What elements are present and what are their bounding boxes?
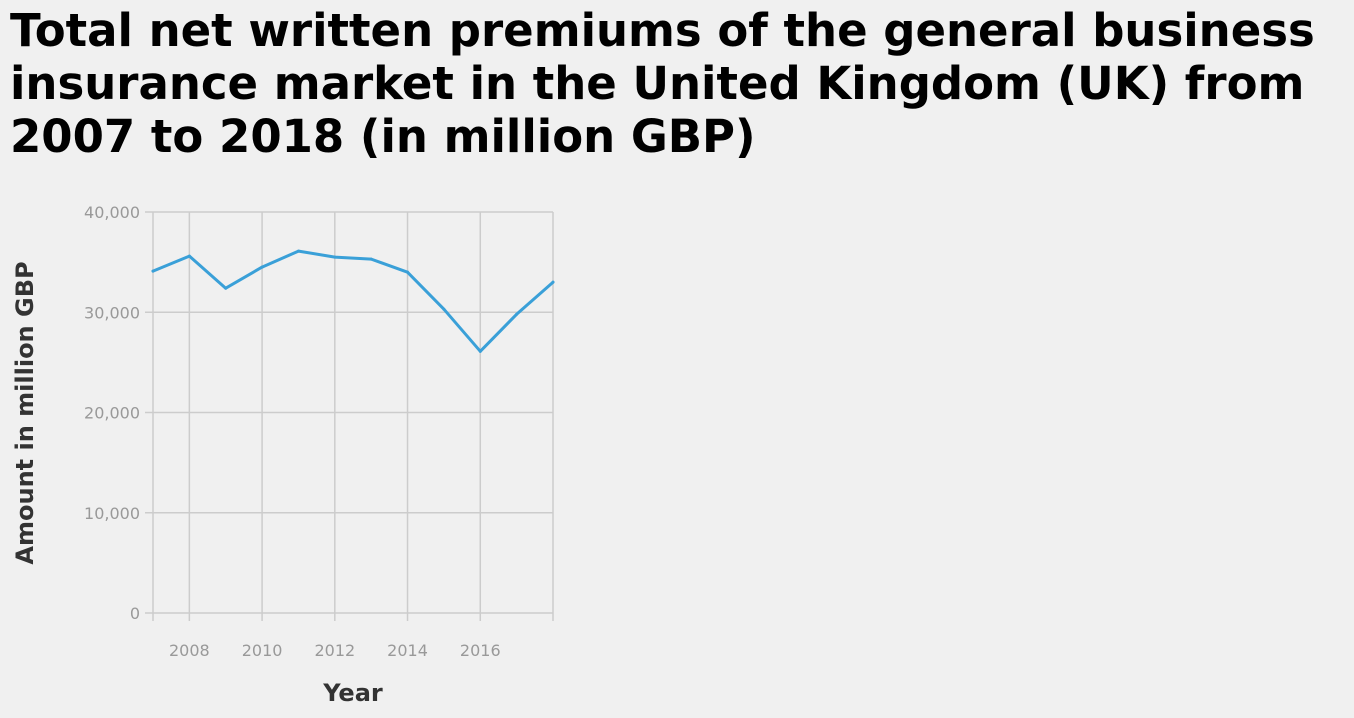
grid-lines [145, 211, 554, 621]
x-axis-title: Year [322, 679, 383, 707]
x-tick-label: 2016 [460, 641, 501, 660]
series-lines [151, 249, 555, 353]
series-line [151, 249, 555, 353]
x-tick-label: 2014 [387, 641, 428, 660]
y-tick-label: 20,000 [84, 404, 140, 423]
data-point [260, 265, 264, 269]
data-point [187, 254, 191, 258]
data-point [151, 269, 155, 273]
data-point [478, 349, 482, 353]
data-point [515, 312, 519, 316]
x-tick-label: 2012 [314, 641, 355, 660]
chart-title: Total net written premiums of the genera… [10, 4, 1315, 163]
data-point [296, 249, 300, 253]
y-tick-label: 10,000 [84, 504, 140, 523]
data-point [369, 257, 373, 261]
y-tick-label: 0 [130, 604, 140, 623]
data-point [224, 286, 228, 290]
x-tick-label: 2010 [242, 641, 283, 660]
y-axis-title: Amount in million GBP [11, 261, 39, 564]
data-point [333, 255, 337, 259]
data-point [406, 270, 410, 274]
data-point [442, 307, 446, 311]
y-tick-label: 40,000 [84, 203, 140, 222]
tick-labels: 0 10,000 20,000 30,000 40,000 2008 2010 2012 201… [84, 203, 501, 660]
x-tick-label: 2008 [169, 641, 210, 660]
data-point [551, 280, 555, 284]
y-tick-label: 30,000 [84, 303, 140, 322]
